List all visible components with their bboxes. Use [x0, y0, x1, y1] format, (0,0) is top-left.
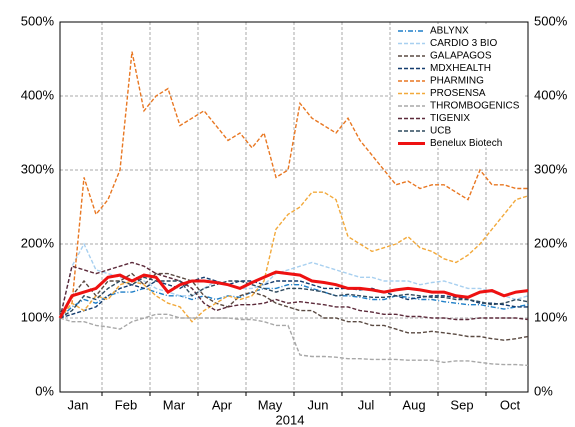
x-tick-label: Sep [450, 397, 473, 412]
y2-tick-label: 0% [534, 383, 553, 398]
series-line [59, 284, 529, 319]
x-tick-label: Feb [115, 397, 137, 412]
x-tick-label: Aug [402, 397, 425, 412]
legend-label: GALAPAGOS [430, 51, 492, 62]
y2-tick-label: 300% [534, 161, 568, 176]
plot-frame [59, 21, 529, 393]
y-tick-label: 200% [21, 235, 55, 250]
y-tick-label: 500% [21, 13, 55, 28]
series-line [59, 261, 529, 321]
y-tick-label: 100% [21, 309, 55, 324]
legend-label: ABLYNX [430, 26, 469, 37]
y-tick-label: 300% [21, 161, 55, 176]
legend-label: PROSENSA [430, 88, 486, 99]
series-line [59, 191, 529, 323]
y-tick-label: 400% [21, 87, 55, 102]
x-tick-label: Apr [212, 397, 233, 412]
legend-label: CARDIO 3 BIO [430, 38, 497, 49]
legend-label: MDXHEALTH [430, 63, 491, 74]
y2-tick-label: 400% [534, 87, 568, 102]
legend-box [395, 24, 525, 148]
legend-label: THROMBOGENICS [430, 101, 520, 112]
legend-label: TIGENIX [430, 113, 470, 124]
y2-tick-label: 200% [534, 235, 568, 250]
series-line [59, 276, 529, 319]
series-line [59, 51, 528, 319]
x-tick-label: Oct [500, 397, 521, 412]
x-axis-label: 2014 [276, 412, 305, 427]
legend-label: Benelux Biotech [430, 138, 502, 149]
series-line [59, 313, 529, 367]
series-line [59, 276, 528, 319]
x-tick-label: Jan [68, 397, 89, 412]
x-tick-label: Jun [308, 397, 329, 412]
y-tick-label: 0% [35, 383, 54, 398]
series-line [59, 242, 529, 319]
y2-tick-label: 100% [534, 309, 568, 324]
x-tick-label: Jul [358, 397, 375, 412]
x-tick-label: May [258, 397, 283, 412]
y2-tick-label: 500% [534, 13, 568, 28]
x-tick-label: Mar [163, 397, 186, 412]
legend-label: UCB [430, 126, 451, 137]
series-line [58, 270, 529, 319]
legend-label: PHARMING [430, 76, 484, 87]
